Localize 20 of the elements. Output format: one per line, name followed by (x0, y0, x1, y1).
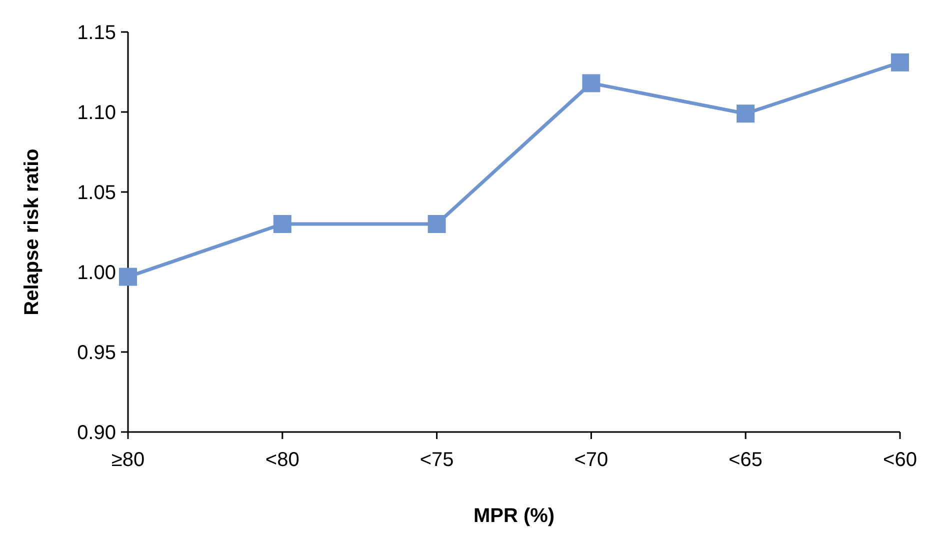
y-tick-label: 1.00 (77, 262, 116, 284)
x-tick-label: <75 (420, 449, 454, 471)
point (428, 215, 446, 233)
point (582, 74, 600, 92)
x-axis-title: MPR (%) (473, 505, 555, 527)
x-tick-label: ≥80 (111, 449, 145, 471)
x-tick-label: <80 (265, 449, 300, 471)
y-tick-label: 1.10 (77, 102, 116, 124)
x-tick-label: <65 (728, 449, 763, 471)
y-tick-label: 1.05 (77, 182, 116, 204)
x-tick-label: <70 (574, 449, 608, 471)
y-tick-label: 0.95 (77, 342, 116, 364)
point (736, 104, 755, 123)
y-axis-title: Relapse risk ratio (21, 148, 43, 316)
point (891, 53, 909, 72)
y-tick-label: 0.90 (77, 422, 116, 444)
point (119, 268, 137, 286)
point (273, 215, 292, 233)
x-tick-label: <60 (883, 449, 917, 471)
y-tick-label: 1.15 (77, 22, 116, 44)
